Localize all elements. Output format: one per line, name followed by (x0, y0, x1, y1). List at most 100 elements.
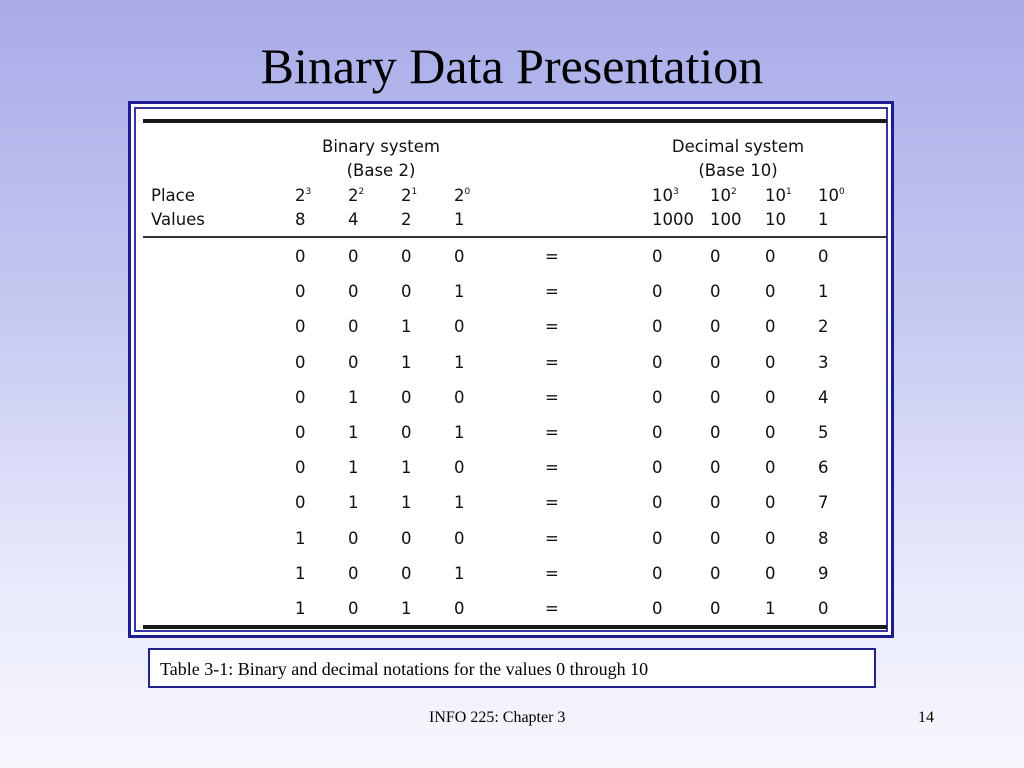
decimal-digit-cell: 0 (652, 529, 663, 548)
decimal-digit-cell: 0 (710, 317, 721, 336)
binary-place-power-0-base: 2 (295, 186, 306, 205)
binary-digit-cell: 0 (348, 353, 359, 372)
binary-digit-cell: 1 (401, 353, 412, 372)
decimal-place-value-2: 10 (765, 210, 786, 229)
decimal-digit-cell: 0 (710, 564, 721, 583)
decimal-digit-cell: 0 (652, 282, 663, 301)
binary-digit-cell: 0 (454, 388, 465, 407)
binary-digit-cell: 1 (295, 564, 306, 583)
decimal-base-heading: (Base 10) (698, 161, 778, 180)
decimal-digit-cell: 0 (765, 282, 776, 301)
equals-sign: = (545, 247, 559, 266)
decimal-digit-cell: 4 (818, 388, 829, 407)
decimal-digit-cell: 0 (765, 423, 776, 442)
binary-digit-cell: 1 (401, 493, 412, 512)
decimal-digit-cell: 0 (652, 423, 663, 442)
binary-digit-cell: 1 (348, 388, 359, 407)
decimal-digit-cell: 0 (652, 564, 663, 583)
binary-digit-cell: 0 (348, 282, 359, 301)
decimal-place-power-2-exponent: 1 (786, 187, 792, 197)
decimal-digit-cell: 3 (818, 353, 829, 372)
decimal-digit-cell: 0 (818, 247, 829, 266)
decimal-digit-cell: 0 (710, 599, 721, 618)
equals-sign: = (545, 529, 559, 548)
binary-digit-cell: 0 (401, 247, 412, 266)
values-label: Values (151, 210, 205, 229)
binary-place-power-1: 22 (348, 186, 364, 206)
decimal-place-power-2: 101 (765, 186, 792, 206)
binary-digit-cell: 0 (454, 599, 465, 618)
binary-system-heading: Binary system (322, 137, 440, 156)
binary-place-value-0: 8 (295, 210, 306, 229)
binary-digit-cell: 0 (348, 564, 359, 583)
binary-digit-cell: 1 (401, 317, 412, 336)
equals-sign: = (545, 317, 559, 336)
binary-decimal-table: Binary system (Base 2) Decimal system (B… (143, 119, 887, 629)
decimal-digit-cell: 0 (765, 388, 776, 407)
decimal-place-power-0-exponent: 3 (673, 187, 679, 197)
table-header-rule (143, 236, 887, 238)
decimal-digit-cell: 0 (765, 493, 776, 512)
decimal-digit-cell: 0 (710, 529, 721, 548)
decimal-digit-cell: 7 (818, 493, 829, 512)
table-caption-text: Table 3-1: Binary and decimal notations … (160, 659, 649, 679)
page-number: 14 (918, 709, 934, 726)
binary-digit-cell: 0 (295, 423, 306, 442)
decimal-place-power-1: 102 (710, 186, 737, 206)
decimal-place-power-0-base: 10 (652, 186, 673, 205)
binary-place-power-3: 20 (454, 186, 470, 206)
decimal-digit-cell: 8 (818, 529, 829, 548)
binary-digit-cell: 0 (295, 282, 306, 301)
decimal-digit-cell: 0 (710, 247, 721, 266)
decimal-digit-cell: 1 (765, 599, 776, 618)
decimal-digit-cell: 0 (652, 493, 663, 512)
binary-place-power-0: 23 (295, 186, 311, 206)
decimal-digit-cell: 0 (652, 388, 663, 407)
binary-digit-cell: 1 (401, 599, 412, 618)
decimal-digit-cell: 6 (818, 458, 829, 477)
equals-sign: = (545, 458, 559, 477)
binary-digit-cell: 0 (401, 423, 412, 442)
place-label: Place (151, 186, 195, 205)
equals-sign: = (545, 493, 559, 512)
binary-digit-cell: 0 (295, 458, 306, 477)
decimal-place-value-3: 1 (818, 210, 829, 229)
binary-place-power-2-exponent: 1 (411, 187, 418, 197)
binary-digit-cell: 1 (401, 458, 412, 477)
binary-place-power-2-base: 2 (401, 186, 412, 205)
footer-chapter: INFO 225: Chapter 3 (429, 709, 566, 726)
decimal-digit-cell: 0 (710, 458, 721, 477)
binary-digit-cell: 0 (454, 529, 465, 548)
binary-digit-cell: 0 (454, 247, 465, 266)
binary-place-value-3: 1 (454, 210, 465, 229)
binary-place-value-2: 2 (401, 210, 412, 229)
binary-digit-cell: 0 (401, 388, 412, 407)
binary-digit-cell: 1 (348, 458, 359, 477)
binary-digit-cell: 0 (295, 388, 306, 407)
equals-sign: = (545, 423, 559, 442)
binary-digit-cell: 1 (454, 564, 465, 583)
binary-digit-cell: 1 (454, 493, 465, 512)
binary-digit-cell: 0 (295, 493, 306, 512)
table-top-rule (143, 119, 887, 123)
binary-digit-cell: 0 (401, 529, 412, 548)
decimal-place-power-0: 103 (652, 186, 679, 206)
decimal-place-value-0: 1000 (652, 210, 694, 229)
decimal-place-power-1-base: 10 (710, 186, 731, 205)
decimal-digit-cell: 0 (765, 458, 776, 477)
decimal-system-heading: Decimal system (671, 137, 805, 156)
binary-place-power-0-exponent: 3 (305, 187, 312, 197)
binary-digit-cell: 1 (348, 493, 359, 512)
binary-digit-cell: 1 (454, 353, 465, 372)
decimal-digit-cell: 0 (818, 599, 829, 618)
slide-title: Binary Data Presentation (260, 38, 764, 94)
binary-digit-cell: 0 (348, 247, 359, 266)
decimal-digit-cell: 0 (710, 282, 721, 301)
decimal-digit-cell: 0 (710, 353, 721, 372)
equals-sign: = (545, 564, 559, 583)
binary-digit-cell: 0 (348, 529, 359, 548)
decimal-digit-cell: 0 (710, 388, 721, 407)
binary-digit-cell: 0 (454, 458, 465, 477)
table-caption: Table 3-1: Binary and decimal notations … (148, 648, 876, 688)
binary-digit-cell: 1 (454, 282, 465, 301)
